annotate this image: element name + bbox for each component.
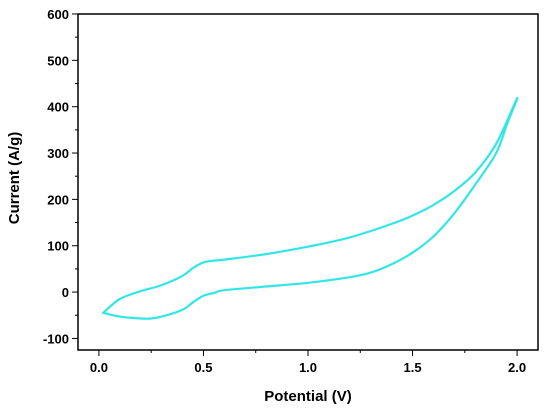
y-tick-label: 400 [47, 100, 69, 115]
plot-frame [77, 13, 539, 351]
x-tick-label: 0.5 [194, 360, 212, 375]
axes: 0.0 0.5 1.0 1.5 2.0 -100 0 100 200 300 400 500 600 [43, 7, 539, 375]
y-tick-label: 0 [62, 285, 69, 300]
y-tick-label: 500 [47, 53, 69, 68]
y-axis-title: Current (A/g) [6, 132, 23, 225]
x-axis-title: Potential (V) [264, 388, 352, 405]
series-line-0 [102, 97, 519, 320]
y-tick-label: 200 [47, 192, 69, 207]
x-tick-label: 2.0 [508, 360, 526, 375]
y-tick-label: 600 [47, 7, 69, 22]
x-tick-label: 0.0 [90, 360, 108, 375]
plot-area [102, 97, 519, 320]
y-tick-label: 300 [47, 146, 69, 161]
y-tick-label: -100 [43, 331, 69, 346]
y-tick-label: 100 [47, 239, 69, 254]
x-tick-label: 1.5 [404, 360, 422, 375]
x-tick-label: 1.0 [299, 360, 317, 375]
